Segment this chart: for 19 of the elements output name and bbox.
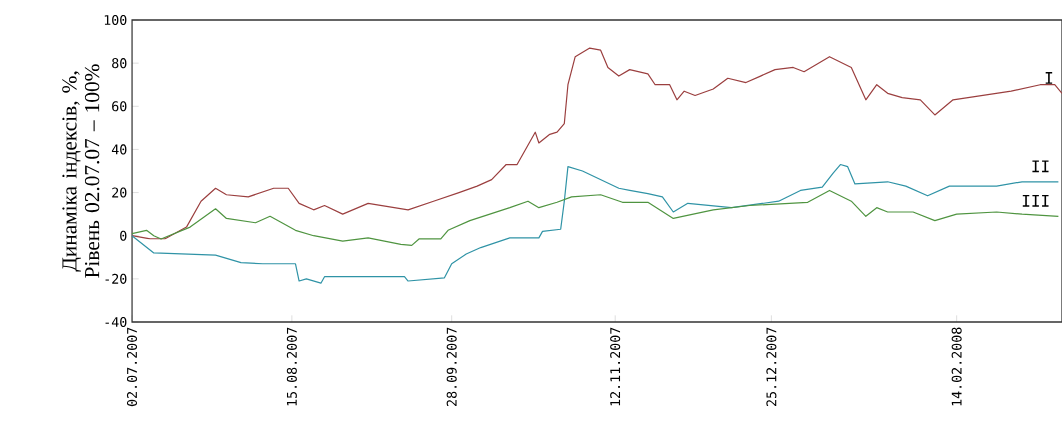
x-tick-label: 14.02.2008 [951,327,962,406]
x-tick-label: 25.12.2007 [766,327,777,406]
y-tick-label: 100 [104,14,127,26]
y-tick-label: 20 [112,187,127,198]
x-tick-label: 15.08.2007 [286,327,297,406]
series-label: II [1032,160,1049,173]
y-tick-label: -40 [105,316,127,328]
series-label: I [1045,72,1053,84]
series-label: III [1022,195,1049,207]
x-tick-label: 12.11.2007 [610,327,621,406]
x-tick-label: 28.09.2007 [446,327,457,406]
line-series [131,189,1059,247]
y-tick-label: 0 [120,230,127,241]
y-tick-label: 80 [112,58,127,69]
y-axis-title: Динаміка індексів, %, Рівень 02.07.07 – 100% [62,64,100,278]
y-tick-label: 60 [112,101,127,112]
x-tick-label: 02.07.2007 [126,327,138,407]
y-tick-label: 40 [111,144,127,155]
y-tick-label: -20 [105,273,127,284]
